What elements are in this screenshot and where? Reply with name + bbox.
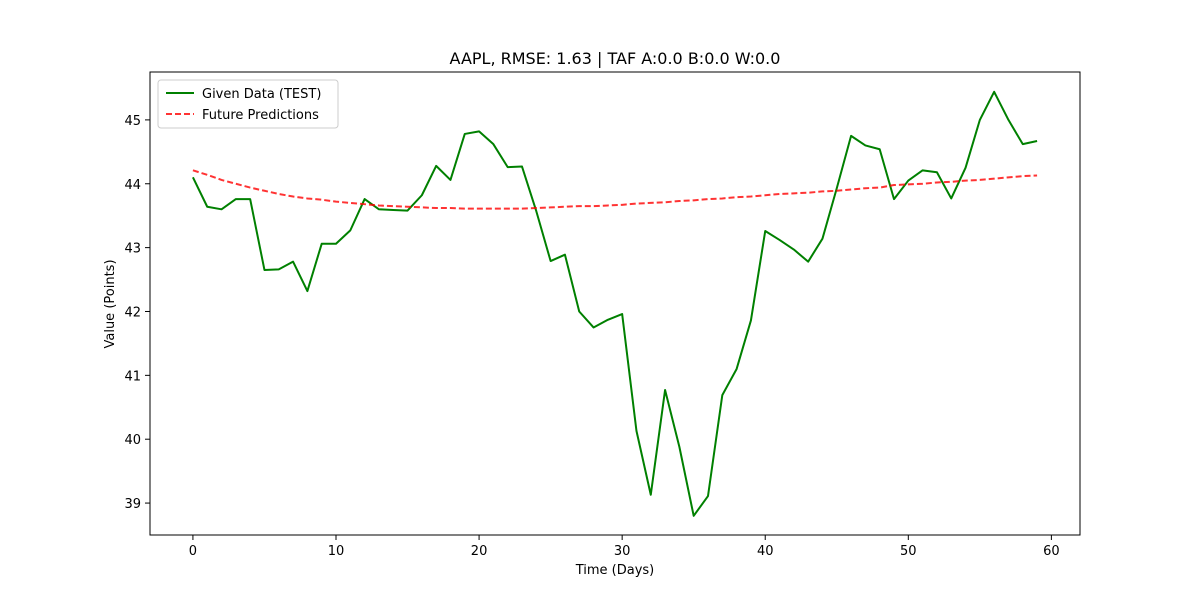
y-tick-label: 40 xyxy=(124,433,141,448)
legend-label-2: Future Predictions xyxy=(202,108,319,123)
x-tick-label: 50 xyxy=(900,544,917,559)
legend-label-1: Given Data (TEST) xyxy=(202,87,321,102)
legend: Given Data (TEST) Future Predictions xyxy=(157,79,339,129)
y-tick-label: 43 xyxy=(124,242,141,257)
axes-frame xyxy=(149,71,1081,536)
series-line-2 xyxy=(192,169,1038,210)
x-tick-label: 0 xyxy=(189,544,197,559)
chart-title: AAPL, RMSE: 1.63 | TAF A:0.0 B:0.0 W:0.0 xyxy=(450,49,781,68)
y-axis-label: Value (Points) xyxy=(103,259,118,348)
legend-box xyxy=(157,79,339,129)
y-tick-label: 44 xyxy=(124,178,141,193)
x-axis-label: Time (Days) xyxy=(575,563,655,578)
series-line-1 xyxy=(192,90,1038,517)
x-tick-label: 20 xyxy=(471,544,488,559)
y-tick-label: 41 xyxy=(124,369,141,384)
axes: 0 10 20 30 40 50 60 39 40 41 42 43 44 45 xyxy=(124,71,1081,559)
x-tick-label: 40 xyxy=(757,544,774,559)
y-tick-label: 42 xyxy=(124,305,141,320)
plot-area xyxy=(192,90,1038,517)
y-tick-label: 45 xyxy=(124,114,141,129)
x-tick-label: 30 xyxy=(614,544,631,559)
x-tick-label: 10 xyxy=(328,544,345,559)
x-tick-label: 60 xyxy=(1043,544,1060,559)
y-tick-label: 39 xyxy=(124,497,141,512)
